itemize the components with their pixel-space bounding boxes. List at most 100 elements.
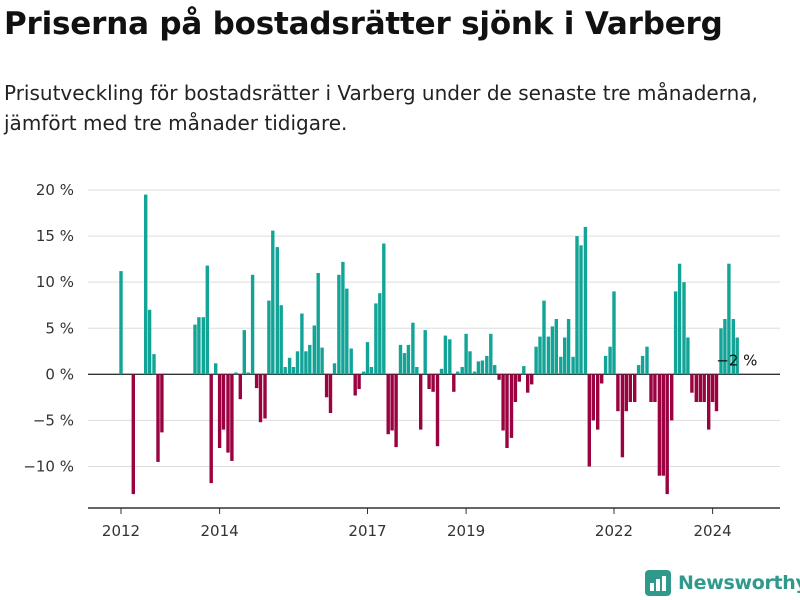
bar-negative [690,374,694,393]
bar-negative [238,374,242,400]
bar-positive [636,365,641,375]
bar-positive [542,300,546,375]
bar-positive [295,351,300,375]
bar-positive [242,330,246,375]
x-tick-label: 2019 [447,522,485,540]
bar-negative [217,374,222,448]
bar-negative [694,374,698,402]
y-tick-label: 20 % [36,181,74,199]
bar-negative [649,374,653,402]
bar-positive [534,346,538,375]
bar-negative [386,374,390,435]
bar-positive [361,371,366,375]
bar-positive [583,226,588,375]
bar-negative [324,374,329,398]
bar-positive [234,372,238,375]
bar-negative [702,374,706,402]
bar-positive [719,328,723,375]
bar-positive [308,344,312,375]
bar-negative [707,374,711,430]
bar-negative [526,374,530,393]
bar-negative [714,374,719,412]
bar-positive [382,243,386,375]
bar-positive [312,325,316,375]
bar-negative [353,374,357,396]
bar-positive [144,194,148,375]
y-tick-label: −10 % [23,458,74,476]
bar-negative [620,374,625,458]
bar-negative [661,374,665,476]
bar-positive [472,371,477,375]
bar-positive [152,354,156,375]
bar-negative [653,374,657,402]
x-tick-label: 2014 [201,522,239,540]
bar-negative [497,374,501,380]
bar-positive [612,291,616,375]
bar-positive [287,357,292,375]
bar-negative [209,374,213,484]
bar-negative [587,374,591,467]
bar-positive [550,326,555,375]
bar-positive [398,344,403,375]
bar-positive [411,322,415,375]
bar-negative [156,374,160,462]
bar-positive [349,348,353,375]
bar-positive [119,271,123,375]
bar-negative [530,374,534,385]
bar-negative [596,374,600,430]
bar-negative [254,374,259,389]
chart-title: Priserna på bostadsrätter sjönk i Varber… [4,6,723,42]
bar-negative [698,374,702,402]
bar-negative [633,374,637,402]
bar-positive [147,309,152,375]
newsworthy-logo-icon [645,570,671,596]
bar-positive [316,273,320,375]
bar-positive [439,368,444,375]
bar-positive [415,367,419,375]
bar-positive [563,337,567,375]
bar-positive [267,300,271,375]
bar-negative [263,374,267,419]
bar-positive [332,363,337,375]
bar-negative [505,374,509,448]
y-tick-label: −5 % [33,411,74,429]
annotation-layer: −2 % [716,351,757,369]
bar-negative [591,374,595,421]
bar-positive [464,333,468,375]
bar-positive [271,230,275,375]
bar-positive [538,336,542,375]
bar-positive [682,282,686,375]
bar-positive [476,361,481,375]
bar-negative [230,374,234,461]
last-value-label: −2 % [716,351,757,369]
bar-negative [357,374,361,389]
bars [119,194,739,495]
bar-positive [686,337,690,375]
chart-subtitle: Prisutveckling för bostadsrätter i Varbe… [4,81,758,135]
newsworthy-logo: Newsworthy [645,568,800,598]
bar-positive [489,333,493,375]
bar-negative [624,374,628,412]
bar-positive [250,274,255,375]
bar-positive [522,366,526,375]
y-tick-label: 15 % [36,227,74,245]
y-tick-label: 10 % [36,273,74,291]
bar-positive [456,371,460,375]
bar-negative [435,374,440,447]
bar-positive [402,353,407,375]
bar-positive [559,356,563,375]
bar-positive [485,355,489,375]
bar-positive [723,319,727,375]
bar-positive [727,263,731,375]
bar-positive [448,339,452,375]
bar-positive [345,288,349,375]
bar-positive [214,363,218,375]
bar-negative [328,374,333,413]
bar-positive [443,335,448,375]
bar-positive [205,265,209,375]
bar-positive [546,336,551,375]
bar-negative [710,374,715,402]
bar-positive [201,317,205,375]
bar-positive [275,247,279,375]
bar-positive [493,365,497,375]
